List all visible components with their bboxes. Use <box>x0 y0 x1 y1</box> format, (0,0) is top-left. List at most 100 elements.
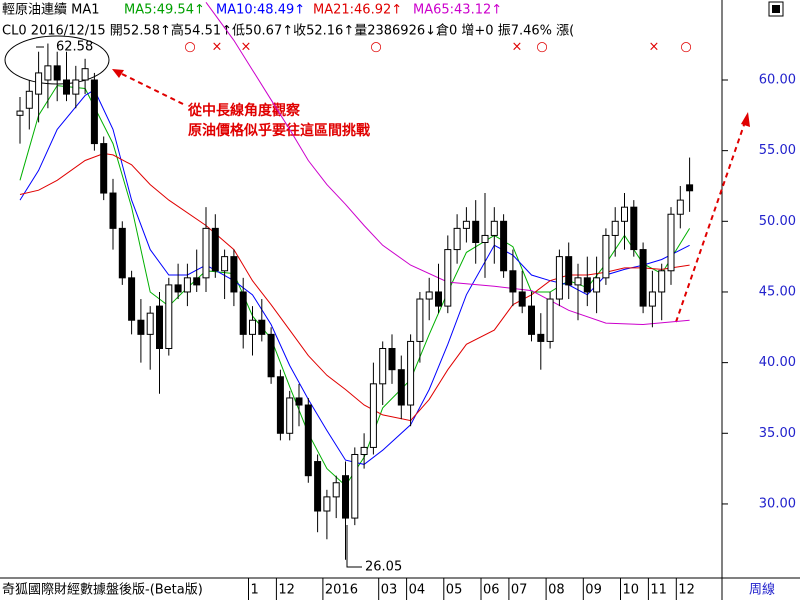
signal: ○ <box>536 40 547 55</box>
candle-body <box>621 206 628 222</box>
signal: × <box>512 40 523 55</box>
candle-body <box>462 220 470 229</box>
candle-body <box>258 319 266 335</box>
arrow-head <box>741 112 750 127</box>
x-tick-label: 11 <box>650 583 667 598</box>
candle-body <box>286 397 294 434</box>
candle-body <box>360 446 368 455</box>
candle-body <box>211 227 219 272</box>
x-tick-label: 06 <box>483 583 500 598</box>
candle-body <box>444 249 452 307</box>
y-tick-label: 35.00 <box>759 426 796 441</box>
candle-body <box>611 220 619 236</box>
quote-line: CL0 2016/12/15 開52.58↑高54.51↑低50.67↑收52.… <box>2 23 574 39</box>
x-tick-label: 04 <box>409 583 426 598</box>
candle-body <box>63 79 70 95</box>
candle-body <box>500 220 508 272</box>
ma-line <box>205 2 690 326</box>
footer: 奇狐國際財經數據盤後版-(Beta版) <box>2 582 203 598</box>
candle-body <box>332 482 340 498</box>
annotation: 從中長線角度觀察 <box>187 102 301 119</box>
y-tick-label: 45.00 <box>759 284 796 299</box>
candle-body <box>81 68 89 81</box>
candle-body <box>202 227 210 279</box>
candle-body <box>35 72 43 95</box>
header-item: MA21:46.92↑ <box>313 3 402 18</box>
candle-body <box>667 213 675 272</box>
candle-body <box>388 347 396 371</box>
candle-body <box>109 192 117 229</box>
candle-body <box>323 496 331 512</box>
candle-body <box>146 312 154 335</box>
candle-body <box>351 453 359 519</box>
y-tick-label: 50.00 <box>759 214 796 229</box>
candle-body <box>555 256 563 300</box>
candle-body <box>276 376 284 434</box>
candle-body <box>630 206 638 251</box>
x-tick-label: 09 <box>585 583 602 598</box>
candle-body <box>249 319 256 335</box>
low-label: 26.05 <box>365 560 402 575</box>
header-item: 輕原油連續 MA1 <box>2 3 100 18</box>
candle-body <box>137 319 145 335</box>
candle-body <box>379 347 387 385</box>
header-item: MA5:49.54↑ <box>124 3 205 18</box>
y-tick-label: 55.00 <box>759 143 796 158</box>
candle-body <box>90 79 98 145</box>
candle-body <box>156 305 163 349</box>
candle-body <box>518 291 526 307</box>
candle-body <box>304 404 312 477</box>
signal: × <box>212 40 223 55</box>
x-tick-label: 07 <box>511 583 528 598</box>
signal: ○ <box>680 40 691 55</box>
candle-body <box>509 270 517 293</box>
candle-body <box>230 256 238 293</box>
candle-body <box>239 291 247 335</box>
candle-body <box>193 277 201 286</box>
candle-body <box>425 291 433 300</box>
arrow <box>117 71 184 105</box>
candle-body <box>72 79 80 95</box>
candle-body <box>537 333 545 342</box>
candle-body <box>397 369 405 406</box>
y-tick-label: 60.00 <box>759 72 796 87</box>
window-icon-inner <box>772 5 780 13</box>
candle-body <box>565 256 573 286</box>
signal: ○ <box>370 40 381 55</box>
candle-body <box>100 143 108 194</box>
candle-body <box>686 184 694 192</box>
annotation: 原油價格似乎要往這區間挑戰 <box>188 122 370 139</box>
candle-body <box>593 277 601 293</box>
candle-body <box>407 340 415 406</box>
y-tick-label: 40.00 <box>759 355 796 370</box>
x-tick-label: 1 <box>251 583 259 598</box>
candle-body <box>416 298 424 342</box>
candle-body <box>295 397 303 406</box>
candle-body <box>118 227 126 279</box>
candle-body <box>648 291 656 307</box>
candle-body <box>583 277 591 293</box>
candle-body <box>574 277 582 286</box>
x-tick-label: 12 <box>278 583 295 598</box>
x-tick-label: 03 <box>381 583 398 598</box>
candle-body <box>490 220 498 236</box>
y-tick-label: 30.00 <box>759 496 796 511</box>
candle-body <box>472 220 480 244</box>
signal: ○ <box>184 40 195 55</box>
signal: × <box>241 40 252 55</box>
candle-body <box>174 284 182 293</box>
period-label: 周線 <box>749 582 775 598</box>
x-tick-label: 08 <box>548 583 565 598</box>
candle-body <box>342 475 349 519</box>
candle-body <box>44 65 52 81</box>
candle-body <box>314 461 322 512</box>
high-label: 62.58 <box>56 40 93 55</box>
header-item: MA10:48.49↑ <box>216 3 305 18</box>
candle-body <box>639 249 647 307</box>
candle-body <box>453 227 461 251</box>
candle-body <box>546 298 554 342</box>
candle-body <box>267 333 275 378</box>
x-tick-label: 05 <box>446 583 463 598</box>
